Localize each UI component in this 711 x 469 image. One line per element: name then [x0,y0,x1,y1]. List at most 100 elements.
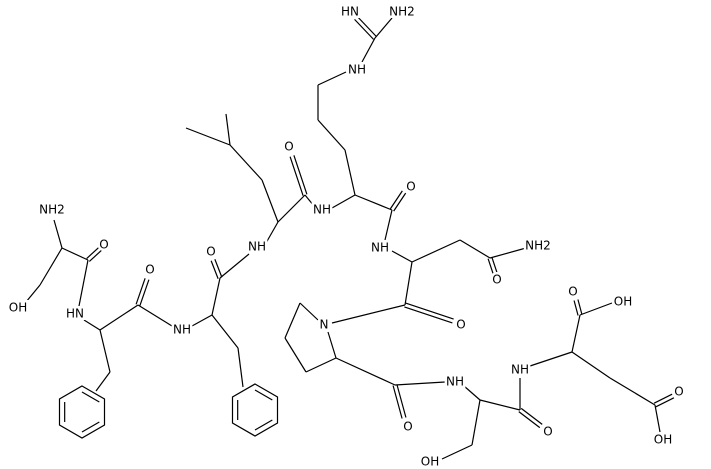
bond [277,194,306,223]
atom-label: NH2 [39,203,65,217]
bond [653,393,673,404]
bond [99,329,111,373]
atom-label: O [456,318,465,332]
bond [229,144,263,181]
bond [139,279,150,306]
atom-label: NH2 [525,239,551,253]
bond [374,17,393,39]
bond [78,259,89,307]
bond [354,194,393,211]
atom-label: O [406,180,415,194]
bond [392,385,403,419]
bond [573,300,579,316]
atom-label: O [206,245,215,259]
bond [53,219,63,249]
atom-label: NH [371,241,389,255]
bond [489,247,527,259]
bond [39,247,63,286]
bond [331,304,406,324]
bond [389,190,403,210]
atom-label: NH [313,203,331,217]
bond [579,302,613,316]
bond [88,250,102,262]
bond [459,239,491,259]
bond [463,385,481,401]
bond [284,302,301,339]
bond [219,253,250,279]
bond [344,149,356,196]
atom-label: O [674,385,683,399]
bond [211,314,239,349]
atom-label: OH [614,295,632,309]
atom-label: O [99,238,108,252]
bond [81,391,100,403]
bond [577,299,583,315]
atom-label: NH [348,63,366,77]
atom-label: O [403,420,412,434]
bond [411,239,461,263]
bond [654,404,661,433]
atom-label: NH [446,375,464,389]
bond [237,347,244,388]
atom-labels: HN NH2 NH NH2 OH O HN O NH O NH O NH O N… [6,2,686,469]
bond [327,331,337,359]
bond [405,302,454,320]
atom-label: HN [341,5,359,19]
atom-label: NH [511,363,529,377]
bond [655,397,675,408]
bond [95,371,111,392]
bond [331,194,356,209]
bond [529,351,573,367]
bond [305,357,337,373]
benzene-ring [58,385,106,439]
benzene-ring [231,383,279,437]
atom-label: NH [173,323,191,337]
bond [86,247,100,259]
bond [609,377,656,406]
bond [396,384,407,418]
bond [99,304,139,331]
bond [361,37,376,63]
atom-label: OH [654,433,672,447]
bond [571,314,581,353]
bond [185,127,231,146]
bond [520,407,543,425]
bond [391,250,413,263]
bond [317,119,346,151]
atom-label: NH2 [389,5,415,19]
bond [471,399,481,446]
bond [254,419,273,431]
bond [210,260,219,279]
bond [135,278,146,305]
atom-label: OH [9,301,27,315]
bond [404,306,453,324]
bond [571,351,611,379]
bond [394,381,446,386]
bond [25,284,41,303]
bond [191,314,213,327]
bond [284,337,307,373]
bond [83,319,101,331]
bond [225,113,231,146]
bond [261,179,279,223]
bond [214,259,223,278]
bond [441,444,473,460]
bond [265,221,279,244]
bond [335,357,396,386]
bond [293,155,308,195]
bonds [25,16,675,460]
bond [289,156,304,196]
bond [81,421,100,433]
bond [317,71,347,86]
bond [487,258,494,274]
bond [518,411,541,429]
atom-label: O [568,285,577,299]
atom-label: HN [66,307,84,321]
bond [393,192,407,212]
bond [137,304,173,327]
atom-label: O [145,263,154,277]
bond [299,302,319,321]
bond [254,389,273,401]
atom-label: O [492,273,501,287]
